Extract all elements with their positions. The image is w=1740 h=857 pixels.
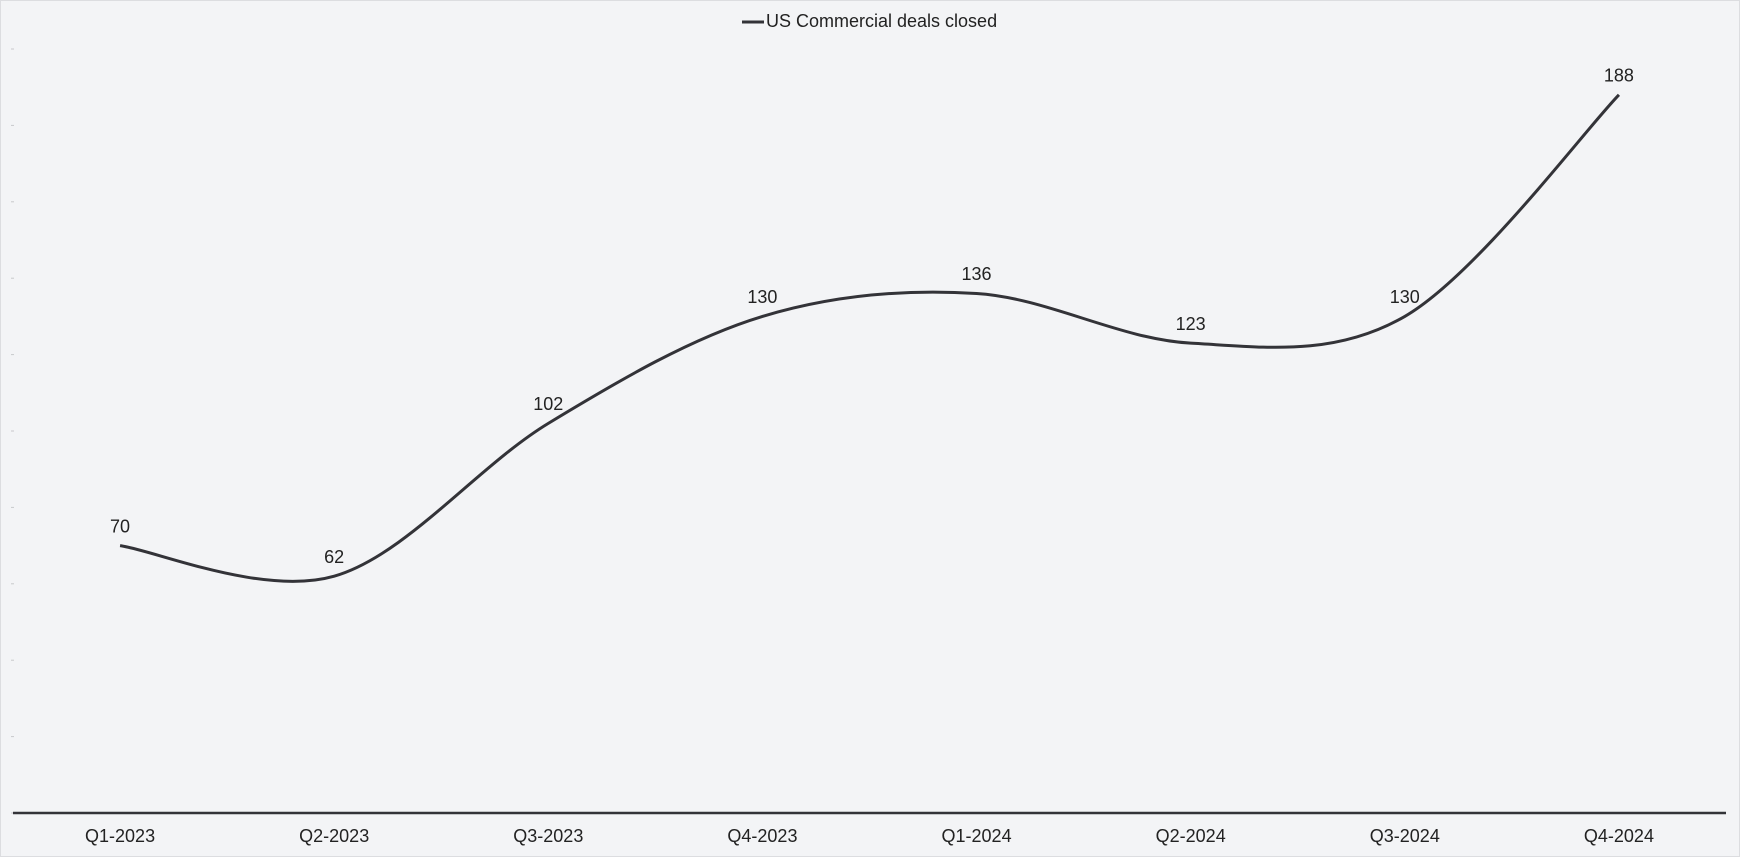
x-tick-label: Q2-2024 bbox=[1156, 826, 1226, 846]
data-label: 70 bbox=[110, 516, 130, 536]
x-tick-label: Q2-2023 bbox=[299, 826, 369, 846]
data-label: 102 bbox=[533, 394, 563, 414]
x-tick-label: Q3-2024 bbox=[1370, 826, 1440, 846]
data-label: 136 bbox=[962, 264, 992, 284]
x-tick-label: Q1-2024 bbox=[942, 826, 1012, 846]
legend-label: US Commercial deals closed bbox=[766, 11, 997, 31]
data-label: 130 bbox=[747, 287, 777, 307]
data-label: 62 bbox=[324, 547, 344, 567]
data-label: 123 bbox=[1176, 314, 1206, 334]
line-series bbox=[119, 93, 1621, 583]
x-tick-label: Q1-2023 bbox=[85, 826, 155, 846]
data-label: 130 bbox=[1390, 287, 1420, 307]
x-tick-label: Q4-2023 bbox=[727, 826, 797, 846]
data-label: 188 bbox=[1604, 66, 1634, 86]
x-tick-label: Q3-2023 bbox=[513, 826, 583, 846]
x-tick-label: Q4-2024 bbox=[1584, 826, 1654, 846]
